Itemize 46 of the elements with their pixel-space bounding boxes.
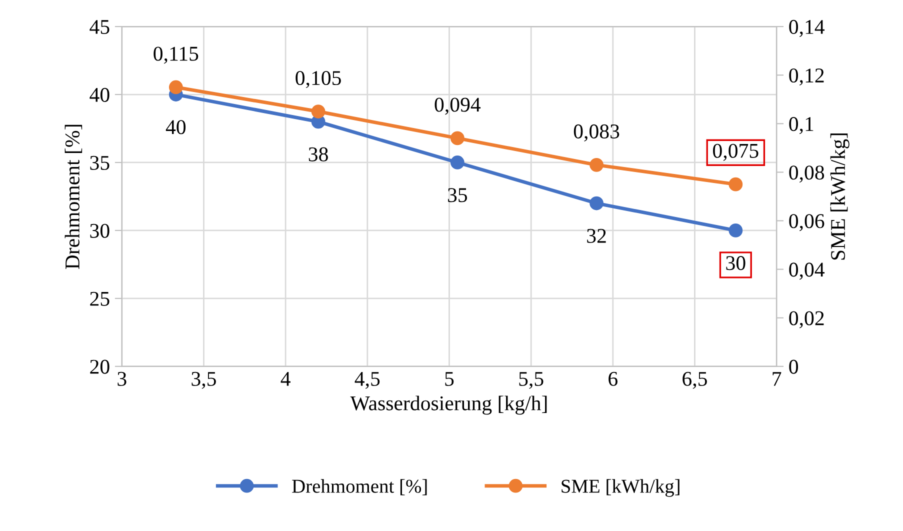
y2-tick-label: 0,12 (789, 68, 824, 86)
x-axis-title: Wasserdosierung [kg/h] (350, 396, 547, 415)
x-tick-label: 3,5 (192, 372, 216, 389)
data-label: 40 (166, 120, 186, 134)
y-tick-label: 45 (90, 20, 110, 34)
y-tick-label: 40 (90, 88, 110, 102)
point (450, 131, 464, 146)
point (728, 224, 743, 238)
x-tick-label: 4 (280, 372, 290, 386)
data-label: 0,115 (154, 46, 198, 64)
point (168, 80, 183, 94)
data-label: 30 (726, 256, 746, 270)
point (311, 104, 326, 118)
y2-tick-label: 0,02 (789, 311, 824, 328)
y-tick-label: 35 (90, 156, 110, 170)
x-tick-label: 5,5 (519, 372, 544, 389)
y2-tick-label: 0,1 (789, 117, 814, 134)
x-tick-label: 4,5 (354, 372, 380, 389)
data-label: 38 (308, 147, 328, 162)
y2-tick-label: 0,14 (789, 20, 825, 37)
x-tick-label: 5 (445, 372, 454, 386)
data-label: 32 (587, 228, 606, 243)
legend-label: Drehmoment [%] (292, 479, 427, 496)
y2-tick-label: 0,08 (789, 166, 824, 183)
y2-tick-label: 0 (789, 360, 798, 374)
x-tick-label: 6,5 (682, 372, 707, 389)
data-label: 35 (448, 188, 468, 202)
data-label: 0,105 (296, 70, 341, 88)
y2-tick-label: 0,06 (789, 214, 824, 232)
point (590, 158, 604, 172)
x-tick-label: 7 (772, 372, 782, 386)
y-tick-label: 30 (90, 224, 110, 238)
x-tick-label: 6 (608, 372, 618, 386)
point (728, 177, 743, 192)
x-tick-label: 3 (118, 372, 126, 386)
y-tick-label: 20 (90, 360, 110, 374)
y-axis-title: Drehmoment [%] (64, 124, 82, 270)
data-label: 0,094 (434, 98, 481, 115)
point (590, 196, 604, 210)
legend-label: SME [kWh/kg] (562, 479, 680, 497)
data-label: 0,075 (713, 144, 758, 161)
y-tick-label: 25 (90, 292, 110, 306)
y2-axis-title: SME [kWh/kg] (830, 133, 850, 260)
y2-tick-label: 0,04 (789, 262, 825, 280)
data-label: 0,083 (574, 124, 620, 142)
point (450, 156, 464, 170)
